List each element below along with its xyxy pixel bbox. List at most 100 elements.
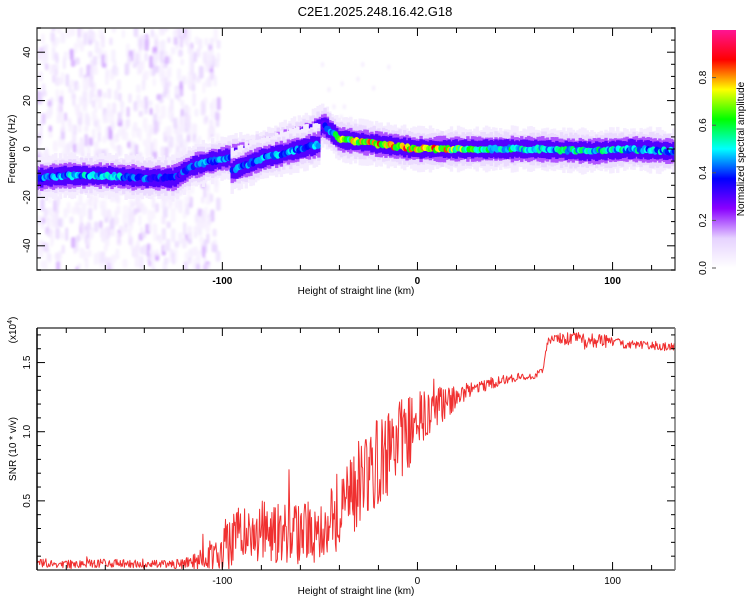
noise-speck	[128, 206, 132, 215]
noise-speck	[150, 257, 155, 268]
noise-speck	[205, 191, 211, 205]
snr-x-axis-label: Height of straight line (km)	[298, 586, 415, 597]
noise-speck	[139, 246, 144, 255]
noise-speck	[187, 257, 192, 265]
noise-speck	[113, 144, 117, 152]
noise-speck	[66, 202, 71, 214]
noise-speck	[89, 195, 93, 207]
noise-speck	[105, 69, 109, 80]
noise-speck	[215, 112, 220, 121]
noise-speck	[194, 108, 199, 117]
noise-speck	[76, 108, 81, 118]
noise-speck	[114, 89, 119, 101]
noise-speck	[361, 62, 365, 68]
noise-speck	[122, 214, 128, 225]
noise-speck	[194, 36, 199, 45]
noise-speck	[54, 62, 59, 70]
noise-speck	[61, 244, 65, 254]
noise-speck	[211, 98, 217, 111]
noise-speck	[60, 32, 66, 44]
noise-speck	[90, 59, 94, 69]
noise-speck	[41, 33, 45, 45]
noise-speck	[167, 125, 172, 139]
noise-speck	[178, 232, 183, 244]
noise-speck	[93, 221, 99, 233]
noise-speck	[193, 231, 198, 239]
noise-speck	[179, 123, 184, 133]
noise-speck	[183, 261, 188, 270]
noise-speck	[194, 246, 198, 256]
noise-speck	[103, 244, 108, 252]
noise-speck	[187, 226, 193, 240]
noise-speck	[176, 135, 182, 144]
ridge-blob	[671, 148, 675, 155]
noise-speck	[187, 189, 191, 203]
noise-speck	[56, 28, 62, 34]
noise-speck	[175, 86, 180, 95]
noise-speck	[37, 52, 43, 60]
noise-speck	[64, 112, 68, 121]
noise-speck	[79, 214, 83, 227]
noise-speck	[178, 199, 183, 214]
noise-speck	[201, 221, 207, 229]
noise-speck	[65, 73, 70, 87]
noise-speck	[195, 255, 200, 266]
noise-speck	[187, 78, 192, 87]
noise-speck	[136, 63, 141, 76]
noise-speck	[88, 137, 94, 147]
noise-speck	[163, 51, 168, 58]
noise-speck	[152, 138, 158, 153]
noise-speck	[387, 64, 391, 70]
noise-speck	[173, 37, 178, 46]
noise-speck	[55, 261, 61, 270]
noise-speck	[141, 231, 147, 239]
noise-speck	[185, 115, 191, 129]
noise-speck	[41, 113, 46, 125]
noise-speck	[76, 142, 80, 153]
noise-speck	[76, 84, 80, 91]
y-tick-label: -20	[22, 190, 33, 205]
noise-speck	[70, 59, 76, 67]
noise-speck	[69, 49, 74, 61]
noise-speck	[55, 89, 59, 103]
noise-speck	[111, 254, 117, 263]
noise-speck	[93, 141, 99, 149]
noise-speck	[70, 124, 75, 134]
noise-speck	[89, 74, 94, 88]
noise-speck	[102, 135, 107, 143]
noise-speck	[136, 103, 140, 110]
noise-speck	[151, 196, 156, 209]
noise-speck	[97, 48, 103, 59]
noise-speck	[71, 236, 76, 249]
x-tick-label: 0	[415, 276, 421, 287]
noise-speck	[190, 184, 195, 194]
noise-speck	[215, 119, 220, 128]
noise-speck	[160, 39, 166, 54]
noise-speck	[152, 52, 158, 65]
noise-speck	[93, 120, 99, 127]
x-tick-label: 100	[604, 276, 621, 287]
noise-speck	[92, 82, 97, 91]
noise-speck	[182, 237, 187, 249]
x-tick-label: 0	[415, 576, 421, 587]
noise-speck	[214, 177, 219, 187]
noise-speck	[44, 43, 49, 58]
noise-speck	[66, 28, 71, 39]
noise-speck	[91, 99, 96, 108]
snr-x-ticks: -100 0 100	[65, 328, 653, 587]
noise-speck	[50, 32, 56, 42]
noise-speck	[195, 263, 201, 270]
noise-speck	[55, 228, 60, 240]
noise-speck	[156, 93, 162, 101]
noise-speck	[143, 244, 148, 256]
noise-speck	[138, 110, 143, 117]
noise-speck	[82, 202, 87, 217]
colorbar-tick-label: 0.2	[698, 213, 709, 227]
noise-speck	[183, 37, 188, 44]
noise-speck	[180, 108, 184, 117]
noise-speck	[65, 227, 69, 241]
noise-speck	[88, 249, 92, 257]
noise-speck	[163, 257, 169, 265]
noise-speck	[145, 143, 149, 156]
